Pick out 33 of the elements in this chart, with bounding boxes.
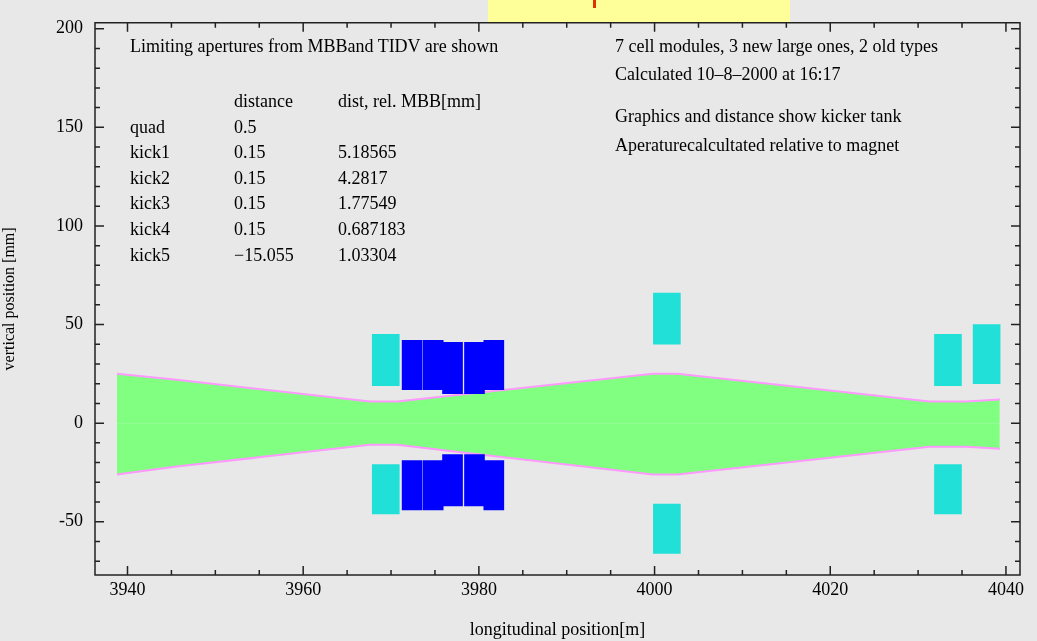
y-axis-title: vertical position [mm] — [0, 227, 18, 371]
y-tick-label: 150 — [56, 116, 83, 137]
x-tick-label: 4040 — [987, 578, 1024, 599]
x-tick-label: 3940 — [109, 578, 146, 599]
bar — [371, 464, 400, 515]
bar — [934, 334, 962, 386]
y-tick-label: 0 — [74, 411, 83, 432]
x-tick-label: 4000 — [636, 578, 673, 599]
text: kick4 0.15 0.687183 — [130, 218, 406, 239]
annotation: Limiting apertures from MBBand TIDV are shown — [130, 35, 499, 57]
text: kick1 0.15 5.18565 — [130, 141, 397, 162]
x-tick-label: 4020 — [812, 578, 849, 599]
annotation: Aperaturecalcultated relative to magnet — [615, 134, 900, 156]
y-tick-label: -50 — [59, 510, 83, 531]
text: kick2 0.15 4.2817 — [130, 167, 388, 188]
text: kick3 0.15 1.77549 — [130, 192, 397, 213]
bar — [653, 503, 681, 554]
text: quad 0.5 — [130, 116, 257, 137]
x-axis-title: longitudinal position[m] — [469, 618, 646, 639]
annotation: 7 cell modules, 3 new large ones, 2 old types — [615, 35, 939, 57]
x-tick-label: 3980 — [460, 578, 497, 599]
annotation: Calculated 10–8–2000 at 16:17 — [615, 63, 841, 85]
y-tick-label: 100 — [56, 214, 83, 235]
x-tick-label: 3960 — [285, 578, 322, 599]
bar — [972, 324, 1001, 385]
y-tick-label: 200 — [56, 17, 83, 38]
text: kick5 −15.055 1.03304 — [130, 244, 397, 265]
text: distance dist, rel. MBB[mm] — [234, 90, 481, 111]
annotation: Graphics and distance show kicker tank — [615, 105, 902, 127]
y-tick-label: 50 — [65, 313, 83, 334]
bar — [371, 334, 400, 386]
bar — [934, 464, 962, 515]
bar — [653, 292, 681, 345]
